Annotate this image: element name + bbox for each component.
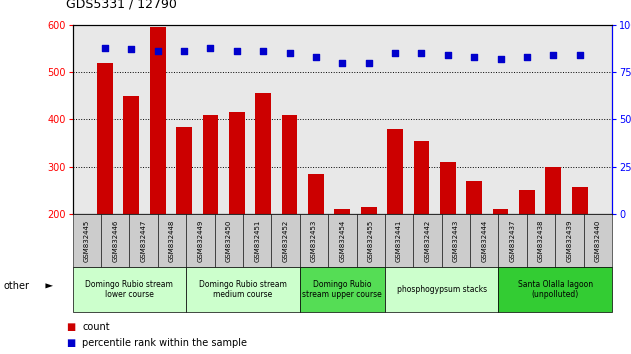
Bar bbox=[176, 127, 192, 309]
Bar bbox=[361, 207, 377, 309]
Point bbox=[363, 60, 374, 65]
Text: GSM832441: GSM832441 bbox=[396, 219, 402, 262]
Bar bbox=[256, 93, 271, 309]
Bar bbox=[334, 210, 350, 309]
Point bbox=[258, 48, 268, 54]
Text: GSM832448: GSM832448 bbox=[169, 219, 175, 262]
Point bbox=[495, 56, 505, 62]
Point bbox=[337, 60, 347, 65]
Text: GSM832449: GSM832449 bbox=[198, 219, 203, 262]
Text: GSM832442: GSM832442 bbox=[425, 219, 430, 262]
Bar bbox=[572, 187, 587, 309]
Bar bbox=[493, 210, 509, 309]
Point bbox=[153, 48, 163, 54]
Text: count: count bbox=[82, 322, 110, 332]
Text: GSM832443: GSM832443 bbox=[453, 219, 459, 262]
Point bbox=[443, 52, 453, 58]
Point bbox=[232, 48, 242, 54]
Bar bbox=[413, 141, 429, 309]
Text: GSM832447: GSM832447 bbox=[141, 219, 146, 262]
Text: GSM832452: GSM832452 bbox=[283, 219, 288, 262]
Point bbox=[100, 45, 110, 50]
Text: GSM832453: GSM832453 bbox=[311, 219, 317, 262]
Bar bbox=[281, 115, 297, 309]
Bar bbox=[308, 174, 324, 309]
Point bbox=[548, 52, 558, 58]
Point bbox=[522, 54, 532, 60]
Point bbox=[390, 50, 400, 56]
Point bbox=[285, 50, 295, 56]
Text: Domingo Rubio stream
lower course: Domingo Rubio stream lower course bbox=[85, 280, 174, 299]
Text: GSM832439: GSM832439 bbox=[567, 219, 572, 262]
Text: GSM832450: GSM832450 bbox=[226, 219, 232, 262]
Text: GSM832445: GSM832445 bbox=[84, 219, 90, 262]
Text: GSM832437: GSM832437 bbox=[510, 219, 516, 262]
Bar bbox=[387, 129, 403, 309]
Bar bbox=[229, 112, 245, 309]
Bar bbox=[150, 27, 166, 309]
Text: GSM832454: GSM832454 bbox=[339, 219, 345, 262]
Text: GSM832451: GSM832451 bbox=[254, 219, 260, 262]
Text: ■: ■ bbox=[66, 322, 76, 332]
Text: GSM832444: GSM832444 bbox=[481, 219, 487, 262]
Bar bbox=[545, 167, 561, 309]
Bar bbox=[466, 181, 482, 309]
Text: Domingo Rubio stream
medium course: Domingo Rubio stream medium course bbox=[199, 280, 287, 299]
Text: other: other bbox=[3, 281, 29, 291]
Text: Domingo Rubio
stream upper course: Domingo Rubio stream upper course bbox=[302, 280, 382, 299]
Bar bbox=[124, 96, 139, 309]
Text: phosphogypsum stacks: phosphogypsum stacks bbox=[397, 285, 487, 294]
Bar bbox=[203, 115, 218, 309]
Point bbox=[179, 48, 189, 54]
Point bbox=[206, 45, 216, 50]
Text: Santa Olalla lagoon
(unpolluted): Santa Olalla lagoon (unpolluted) bbox=[517, 280, 593, 299]
Point bbox=[575, 52, 585, 58]
Text: GSM832455: GSM832455 bbox=[368, 219, 374, 262]
Point bbox=[126, 47, 136, 52]
Point bbox=[311, 54, 321, 60]
Bar bbox=[440, 162, 456, 309]
Bar bbox=[519, 190, 535, 309]
Text: GDS5331 / 12790: GDS5331 / 12790 bbox=[66, 0, 177, 11]
Text: GSM832438: GSM832438 bbox=[538, 219, 544, 262]
Point bbox=[469, 54, 479, 60]
Text: percentile rank within the sample: percentile rank within the sample bbox=[82, 338, 247, 348]
Text: GSM832446: GSM832446 bbox=[112, 219, 118, 262]
Text: GSM832440: GSM832440 bbox=[595, 219, 601, 262]
Bar bbox=[97, 63, 113, 309]
Text: ■: ■ bbox=[66, 338, 76, 348]
Point bbox=[416, 50, 427, 56]
